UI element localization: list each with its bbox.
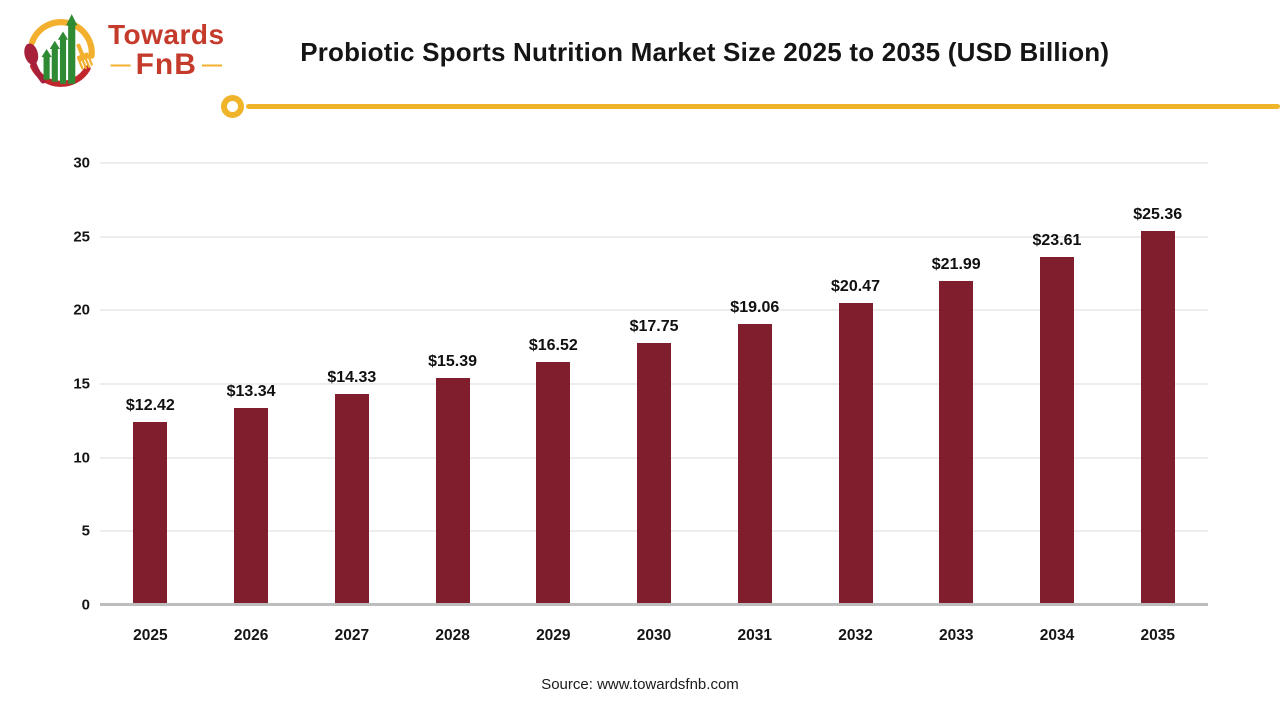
x-axis-line bbox=[100, 603, 1208, 606]
y-tick-label-5: 5 bbox=[81, 522, 90, 540]
bar-2035 bbox=[1140, 231, 1175, 605]
bar-chart: 0 5 10 15 20 25 30 $12.42 2025 $13.34 2026 $14.33 2… bbox=[73, 155, 1208, 644]
value-label-2035: $25.36 bbox=[1133, 206, 1183, 224]
towardsfnb-logo-icon bbox=[24, 14, 95, 87]
chart-bars: $12.42 2025 $13.34 2026 $14.33 2027 $15.39 2028… bbox=[100, 163, 1208, 644]
logo-text-fnb: FnB bbox=[135, 47, 197, 81]
value-label-2031: $19.06 bbox=[730, 299, 780, 317]
value-label-2030: $17.75 bbox=[629, 318, 679, 336]
bar-column-2033: $21.99 2033 bbox=[906, 163, 1007, 644]
bar-column-2034: $23.61 2034 bbox=[1007, 163, 1108, 644]
bar-column-2028: $15.39 2028 bbox=[402, 163, 503, 644]
y-tick-label-0: 0 bbox=[81, 596, 90, 614]
bar-2030 bbox=[637, 343, 672, 605]
x-tick-label-2030: 2030 bbox=[636, 627, 672, 644]
x-tick-label-2034: 2034 bbox=[1039, 627, 1075, 644]
x-tick-label-2031: 2031 bbox=[737, 627, 773, 644]
x-tick-label-2027: 2027 bbox=[334, 627, 370, 644]
logo-text-towards: Towards bbox=[108, 19, 225, 51]
bar-column-2029: $16.52 2029 bbox=[503, 163, 604, 644]
divider-ring-icon bbox=[221, 95, 244, 118]
bar-2029 bbox=[536, 361, 571, 605]
bar-2031 bbox=[737, 324, 772, 605]
bar-2027 bbox=[334, 393, 369, 605]
gridline-30 bbox=[100, 162, 1208, 164]
bar-column-2035: $25.36 2035 bbox=[1107, 163, 1208, 644]
logo-dash-right: — bbox=[201, 54, 222, 77]
x-tick-label-2032: 2032 bbox=[838, 627, 873, 644]
value-label-2034: $23.61 bbox=[1032, 232, 1082, 250]
x-tick-label-2033: 2033 bbox=[939, 627, 974, 644]
value-label-2028: $15.39 bbox=[428, 353, 478, 371]
page-title: Probiotic Sports Nutrition Market Size 2… bbox=[300, 37, 1110, 67]
bar-column-2027: $14.33 2027 bbox=[301, 163, 402, 644]
value-label-2029: $16.52 bbox=[528, 336, 578, 354]
y-tick-label-20: 20 bbox=[73, 301, 90, 319]
title-divider-line bbox=[246, 104, 1280, 109]
value-label-2033: $21.99 bbox=[931, 256, 981, 274]
gridline-20 bbox=[100, 309, 1208, 312]
bar-2034 bbox=[1039, 257, 1074, 605]
bar-2028 bbox=[435, 378, 470, 605]
x-tick-label-2025: 2025 bbox=[133, 627, 168, 644]
value-label-2032: $20.47 bbox=[831, 278, 880, 296]
x-tick-label-2026: 2026 bbox=[233, 627, 269, 644]
y-tick-label-15: 15 bbox=[73, 375, 90, 393]
y-tick-label-25: 25 bbox=[73, 228, 90, 246]
value-label-2025: $12.42 bbox=[125, 397, 175, 415]
bar-2033 bbox=[939, 281, 974, 605]
bar-2026 bbox=[234, 408, 269, 605]
x-tick-label-2029: 2029 bbox=[536, 627, 571, 644]
value-label-2026: $13.34 bbox=[226, 383, 276, 401]
x-tick-label-2028: 2028 bbox=[435, 627, 470, 644]
towardsfnb-logo: Towards — FnB — bbox=[22, 10, 225, 92]
spoon-icon bbox=[24, 43, 46, 84]
growth-bars-icon bbox=[41, 14, 78, 84]
gridline-25 bbox=[100, 235, 1208, 238]
source-text: Source: www.towardsfnb.com bbox=[541, 676, 739, 693]
fork-icon bbox=[76, 43, 93, 70]
bar-column-2026: $13.34 2026 bbox=[201, 163, 302, 644]
bar-2025 bbox=[133, 422, 168, 605]
value-label-2027: $14.33 bbox=[327, 368, 377, 386]
y-tick-label-10: 10 bbox=[73, 449, 90, 467]
x-tick-label-2035: 2035 bbox=[1140, 627, 1175, 644]
bar-column-2025: $12.42 2025 bbox=[100, 163, 201, 644]
bar-2032 bbox=[838, 303, 873, 605]
y-tick-label-30: 30 bbox=[73, 154, 90, 172]
bar-column-2032: $20.47 2032 bbox=[805, 163, 906, 644]
logo-wordmark: Towards — FnB — bbox=[108, 21, 225, 80]
bar-column-2031: $19.06 2031 bbox=[704, 163, 805, 644]
logo-dash-left: — bbox=[110, 54, 131, 77]
bar-column-2030: $17.75 2030 bbox=[604, 163, 705, 644]
